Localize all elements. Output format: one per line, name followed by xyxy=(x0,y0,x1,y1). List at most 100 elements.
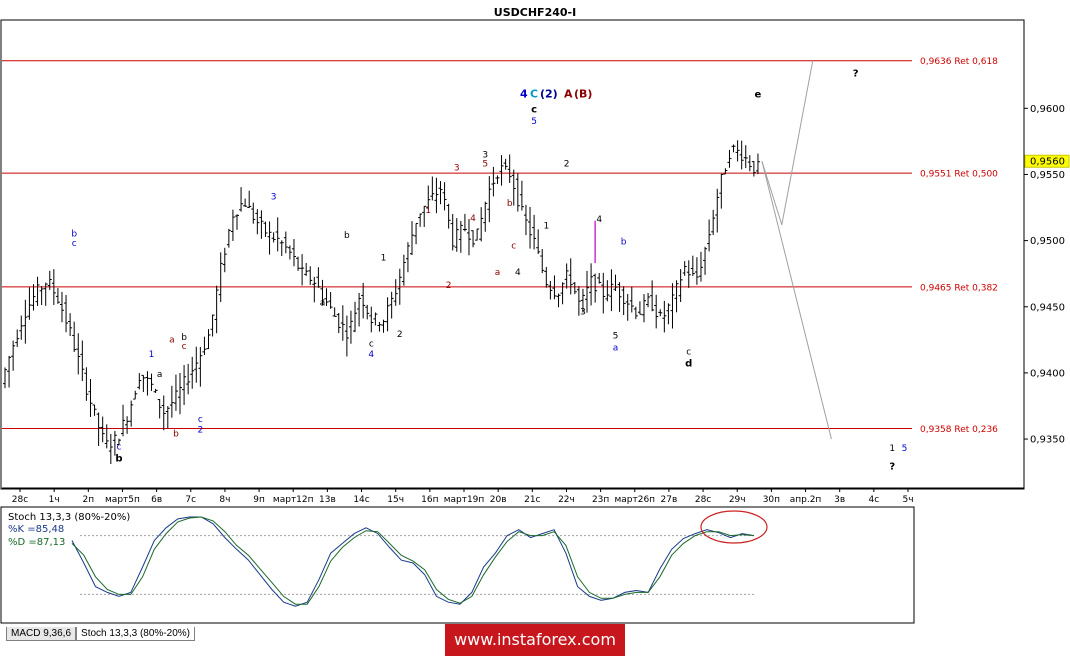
x-tick-label: 6в xyxy=(151,495,162,505)
wave-label: 1 xyxy=(889,444,895,454)
wave-label-composite: C xyxy=(530,88,538,101)
x-tick-label: март5п xyxy=(105,495,140,505)
retracement-levels: 0,9636 Ret 0,618 0,9551 Ret 0,500 0,9465 R… xyxy=(2,57,998,435)
wave-label: 4 xyxy=(596,215,602,225)
y-tick-label: 0,9400 xyxy=(1030,368,1065,379)
level-label: 0,9551 Ret 0,500 xyxy=(920,170,998,180)
price-bars xyxy=(3,140,760,464)
stoch-k-value: %K =85,48 xyxy=(8,524,64,535)
wave-label: b xyxy=(181,333,187,343)
y-tick-label: 0,9550 xyxy=(1030,170,1065,181)
time-axis: 28c 1ч 2п март5п 6в 7с 8ч 9п март12п 13в 14с 15ч 16п… xyxy=(2,487,1024,505)
wave-label: 5 xyxy=(482,160,488,170)
wave-label: 4 xyxy=(515,268,521,278)
x-tick-label: 8ч xyxy=(219,495,230,505)
stoch-highlight-ellipse xyxy=(700,510,768,544)
wave-label: 5 xyxy=(902,444,908,454)
wave-label: b xyxy=(344,231,350,241)
wave-label: a xyxy=(169,335,175,345)
wave-label: 1 xyxy=(381,253,387,263)
x-tick-label: 14с xyxy=(353,495,369,505)
wave-label: d xyxy=(685,358,692,369)
y-tick-label: 0,9450 xyxy=(1030,302,1065,313)
wave-label: b xyxy=(173,429,179,439)
price-axis: 0,9600 0,9550 0,9500 0,9450 0,9400 0,9350 0,95… xyxy=(1024,104,1070,446)
x-tick-label: 21с xyxy=(524,495,540,505)
x-tick-label: 20в xyxy=(490,495,507,505)
wave-label: 2 xyxy=(397,330,403,340)
wave-label: c xyxy=(198,415,203,425)
x-tick-label: 29ч xyxy=(729,495,746,505)
wave-label: a xyxy=(495,268,501,278)
current-price-label: 0,9560 xyxy=(1030,157,1065,168)
wave-label: 2 xyxy=(446,281,452,291)
wave-label: b xyxy=(115,454,122,465)
wave-label: 3 xyxy=(482,150,488,160)
x-tick-label: апр.2п xyxy=(790,495,822,505)
wave-label: 1 xyxy=(425,206,431,216)
wave-label: c xyxy=(686,347,691,357)
x-tick-label: март26п xyxy=(614,495,655,505)
stoch-d-line xyxy=(71,516,755,605)
wave-label: 1 xyxy=(149,350,155,360)
stoch-lines xyxy=(71,516,756,607)
wave-label: e xyxy=(755,90,762,101)
stoch-k-line xyxy=(71,516,755,607)
current-price-box xyxy=(1024,154,1070,168)
wave-label: ? xyxy=(853,69,859,80)
x-tick-label: 4с xyxy=(869,495,880,505)
wave-label: a xyxy=(320,298,326,308)
wave-label: c xyxy=(182,342,187,352)
wave-label: b xyxy=(621,238,627,248)
x-tick-label: март12п xyxy=(273,495,314,505)
tab-stoch[interactable]: Stoch 13,3,3 (80%-20%) xyxy=(76,627,195,641)
main-plot-frame xyxy=(0,19,1025,490)
wave-label: 1 xyxy=(543,222,549,232)
wave-label-composite: A xyxy=(564,88,573,101)
watermark: www.instaforex.com xyxy=(445,624,625,656)
x-tick-label: 28с xyxy=(695,495,711,505)
x-tick-label: 9п xyxy=(253,495,265,505)
wave-label: 5 xyxy=(531,117,537,127)
wave-label: c xyxy=(369,339,374,349)
wave-label: 4 xyxy=(368,350,374,360)
wave-label: c xyxy=(531,104,537,115)
wave-label: a xyxy=(157,370,163,380)
wave-label: 4 xyxy=(470,214,476,224)
x-tick-label: 13в xyxy=(319,495,336,505)
wave-label: b xyxy=(71,230,77,240)
x-tick-label: 27в xyxy=(661,495,678,505)
y-tick-label: 0,9600 xyxy=(1030,104,1065,115)
projection-line xyxy=(761,161,832,440)
level-label: 0,9465 Ret 0,382 xyxy=(920,283,998,293)
tab-macd[interactable]: MACD 9,36,6 xyxy=(6,627,77,641)
wave-label: 3 xyxy=(580,308,586,318)
x-tick-label: 1ч xyxy=(49,495,60,505)
wave-label: c xyxy=(116,443,121,453)
x-tick-label: 2п xyxy=(82,495,94,505)
projection-line xyxy=(761,161,783,225)
x-tick-label: 7с xyxy=(185,495,196,505)
x-tick-label: 28c xyxy=(12,495,28,505)
projection-line xyxy=(781,60,814,225)
wave-label-composite: (B) xyxy=(574,88,592,101)
x-tick-label: 16п xyxy=(421,495,438,505)
wave-label: 2 xyxy=(564,160,570,170)
x-tick-label: 3в xyxy=(834,495,845,505)
level-label: 0,9636 Ret 0,618 xyxy=(920,57,998,67)
x-tick-label: 15ч xyxy=(387,495,404,505)
y-tick-label: 0,9350 xyxy=(1030,435,1065,446)
stoch-title: Stoch 13,3,3 (80%-20%) xyxy=(8,512,130,523)
x-tick-label: 22ч xyxy=(558,495,575,505)
wave-label: c xyxy=(72,239,77,249)
x-tick-label: март19п xyxy=(444,495,485,505)
wave-label: a xyxy=(613,343,619,353)
y-tick-label: 0,9500 xyxy=(1030,236,1065,247)
projection-lines xyxy=(761,60,832,440)
wave-label: b xyxy=(507,199,513,209)
level-label: 0,9358 Ret 0,236 xyxy=(920,425,998,435)
stoch-panel-frame xyxy=(0,506,915,624)
wave-label: 3 xyxy=(454,163,460,173)
wave-label: 5 xyxy=(613,332,619,342)
chart-title: USDCHF240-I xyxy=(494,6,576,19)
